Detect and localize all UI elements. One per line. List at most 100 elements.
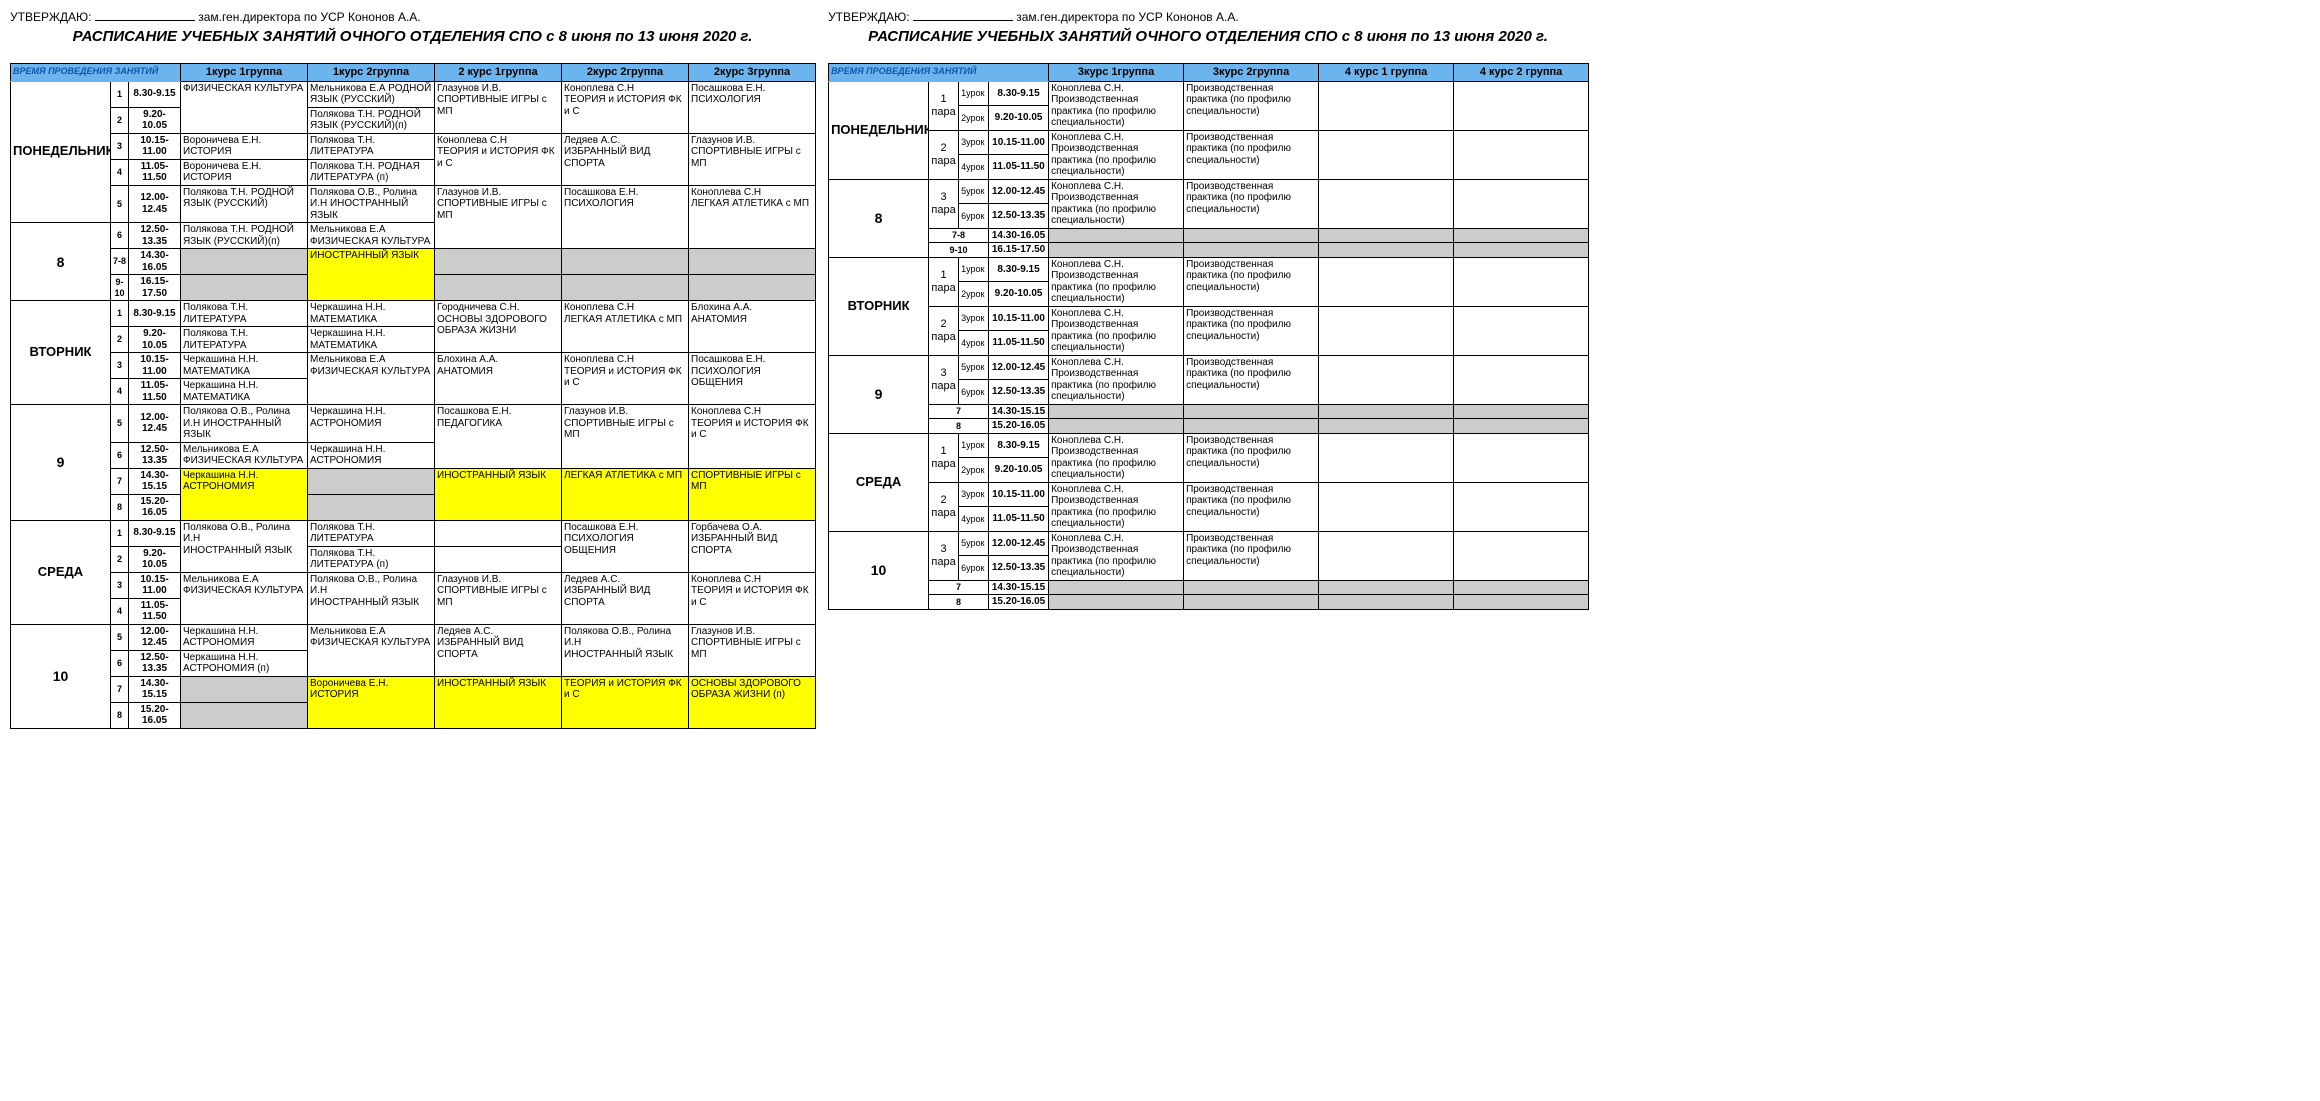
schedule-cell: Мельникова Е.АФИЗИЧЕСКАЯ КУЛЬТУРА — [308, 353, 435, 405]
sheet-left: УТВЕРЖДАЮ: зам.ген.директора по УСР Коно… — [10, 10, 815, 729]
time-slot: 10.15-11.00 — [989, 130, 1049, 155]
schedule-cell: Горбачева О.А.ИЗБРАННЫЙ ВИД СПОРТА — [689, 520, 816, 572]
approve-left: УТВЕРЖДАЮ: зам.ген.директора по УСР Коно… — [10, 10, 815, 24]
row-number: 4 — [111, 379, 129, 405]
lesson-number: 4урок — [959, 331, 989, 356]
schedule-cell: Мельникова Е.АФИЗИЧЕСКАЯ КУЛЬТУРА — [308, 624, 435, 676]
schedule-cell: ИНОСТРАННЫЙ ЯЗЫК — [435, 468, 562, 520]
row-number: 8 — [929, 419, 989, 434]
schedule-cell: Коноплева С.Н.Производственная практика … — [1049, 130, 1184, 179]
time-slot: 12.00-12.45 — [129, 624, 181, 650]
schedule-cell: Производственная практика (по профилю сп… — [1184, 531, 1319, 580]
schedule-cell — [1049, 580, 1184, 595]
group-header: 1курс 1группа — [181, 64, 308, 82]
day-number: 10 — [829, 531, 929, 609]
schedule-cell — [1319, 179, 1454, 228]
time-slot: 12.00-12.45 — [989, 531, 1049, 556]
time-slot: 12.50-13.35 — [989, 204, 1049, 229]
schedule-cell: Полякова Т.Н. ЛИТЕРАТУРА (п) — [308, 546, 435, 572]
day-name: ВТОРНИК — [829, 257, 929, 355]
schedule-cell: Коноплева С.Н.Производственная практика … — [1049, 179, 1184, 228]
schedule-cell: Полякова О.В., Ролина И.Н ИНОСТРАННЫЙ ЯЗ… — [181, 405, 308, 443]
schedule-cell: Черкашина Н.Н. МАТЕМАТИКА — [181, 379, 308, 405]
row-number: 5 — [111, 405, 129, 443]
time-slot: 16.15-17.50 — [989, 243, 1049, 258]
approve-prefix: УТВЕРЖДАЮ: — [10, 10, 92, 24]
schedule-cell — [1319, 306, 1454, 355]
row-number: 8 — [111, 494, 129, 520]
time-slot: 10.15-11.00 — [129, 353, 181, 379]
schedule-cell — [562, 275, 689, 301]
lesson-number: 3урок — [959, 130, 989, 155]
approve-suffix: зам.ген.директора по УСР Кононов А.А. — [198, 10, 420, 24]
schedule-cell — [1319, 433, 1454, 482]
schedule-cell — [181, 702, 308, 728]
schedule-cell: Полякова О.В., Ролина И.НИНОСТРАННЫЙ ЯЗЫ… — [181, 520, 308, 572]
schedule-cell: Черкашина Н.Н. МАТЕМАТИКА — [308, 301, 435, 327]
lesson-number: 5урок — [959, 179, 989, 204]
schedule-cell: ОСНОВЫ ЗДОРОВОГО ОБРАЗА ЖИЗНИ (п) — [689, 676, 816, 728]
schedule-cell — [181, 676, 308, 702]
approve-right: УТВЕРЖДАЮ: зам.ген.директора по УСР Коно… — [828, 10, 1588, 24]
schedule-cell — [435, 520, 562, 546]
group-header: 2 курс 1группа — [435, 64, 562, 82]
row-number: 1 — [111, 301, 129, 327]
schedule-cell — [1049, 404, 1184, 419]
signature-line — [913, 20, 1013, 21]
pair-number: 2пара — [929, 482, 959, 531]
sheet-right: УТВЕРЖДАЮ: зам.ген.директора по УСР Коно… — [828, 10, 1588, 610]
row-number: 5 — [111, 624, 129, 650]
schedule-cell — [1319, 243, 1454, 258]
schedule-cell: Глазунов И.В.СПОРТИВНЫЕ ИГРЫ с МП — [435, 81, 562, 133]
schedule-cell: Коноплева С.НТЕОРИЯ и ИСТОРИЯ ФК и С — [689, 405, 816, 469]
schedule-cell: Полякова Т.Н. ЛИТЕРАТУРА — [308, 133, 435, 159]
schedule-cell — [689, 275, 816, 301]
group-header: 2курс 2группа — [562, 64, 689, 82]
time-slot: 14.30-15.15 — [129, 468, 181, 494]
schedule-cell — [1049, 419, 1184, 434]
lesson-number: 5урок — [959, 355, 989, 380]
schedule-cell: СПОРТИВНЫЕ ИГРЫ с МП — [689, 468, 816, 520]
lesson-number: 2урок — [959, 458, 989, 483]
row-number: 6 — [111, 223, 129, 249]
schedule-cell: Мельникова Е.А РОДНОЙ ЯЗЫК (РУССКИЙ) — [308, 81, 435, 107]
schedule-cell — [435, 275, 562, 301]
time-header: ВРЕМЯ ПРОВЕДЕНИЯ ЗАНЯТИЙ — [11, 64, 181, 82]
schedule-cell: Производственная практика (по профилю сп… — [1184, 257, 1319, 306]
group-header: 4 курс 1 группа — [1319, 64, 1454, 82]
schedule-cell: Черкашина Н.Н. МАТЕМАТИКА — [181, 353, 308, 379]
schedule-cell: Черкашина Н.Н. АСТРОНОМИЯ — [181, 624, 308, 650]
time-slot: 11.05-11.50 — [989, 331, 1049, 356]
time-header: ВРЕМЯ ПРОВЕДЕНИЯ ЗАНЯТИЙ — [829, 64, 1049, 82]
schedule-cell — [1454, 482, 1589, 531]
time-slot: 8.30-9.15 — [989, 81, 1049, 106]
time-slot: 12.00-12.45 — [989, 355, 1049, 380]
schedule-cell: Черкашина Н.Н. АСТРОНОМИЯ — [308, 442, 435, 468]
schedule-cell: Полякова Т.Н. РОДНОЙ ЯЗЫК (РУССКИЙ) — [181, 185, 308, 223]
schedule-cell: Полякова Т.Н. РОДНАЯ ЛИТЕРАТУРА (п) — [308, 159, 435, 185]
schedule-cell: Блохина А.А.АНАТОМИЯ — [689, 301, 816, 353]
row-number: 7 — [111, 468, 129, 494]
lesson-number: 3урок — [959, 482, 989, 507]
schedule-cell — [1454, 419, 1589, 434]
time-slot: 9.20-10.05 — [129, 107, 181, 133]
lesson-number: 2урок — [959, 106, 989, 131]
schedule-cell: Вороничева Е.Н. ИСТОРИЯ — [181, 159, 308, 185]
approve-suffix: зам.ген.директора по УСР Кононов А.А. — [1016, 10, 1238, 24]
schedule-cell — [308, 468, 435, 494]
approve-prefix: УТВЕРЖДАЮ: — [828, 10, 910, 24]
schedule-cell — [1454, 531, 1589, 580]
schedule-cell — [1184, 595, 1319, 610]
time-slot: 10.15-11.00 — [129, 133, 181, 159]
row-number: 3 — [111, 572, 129, 598]
schedule-cell — [1454, 306, 1589, 355]
time-slot: 15.20-16.05 — [129, 494, 181, 520]
time-slot: 10.15-11.00 — [989, 306, 1049, 331]
row-number: 9-10 — [111, 275, 129, 301]
schedule-cell: Производственная практика (по профилю сп… — [1184, 179, 1319, 228]
schedule-cell: Коноплева С.НТЕОРИЯ и ИСТОРИЯ ФК и С — [435, 133, 562, 185]
row-number: 4 — [111, 598, 129, 624]
schedule-cell — [1184, 404, 1319, 419]
day-name: ПОНЕДЕЛЬНИК — [829, 81, 929, 179]
schedule-cell — [1319, 130, 1454, 179]
